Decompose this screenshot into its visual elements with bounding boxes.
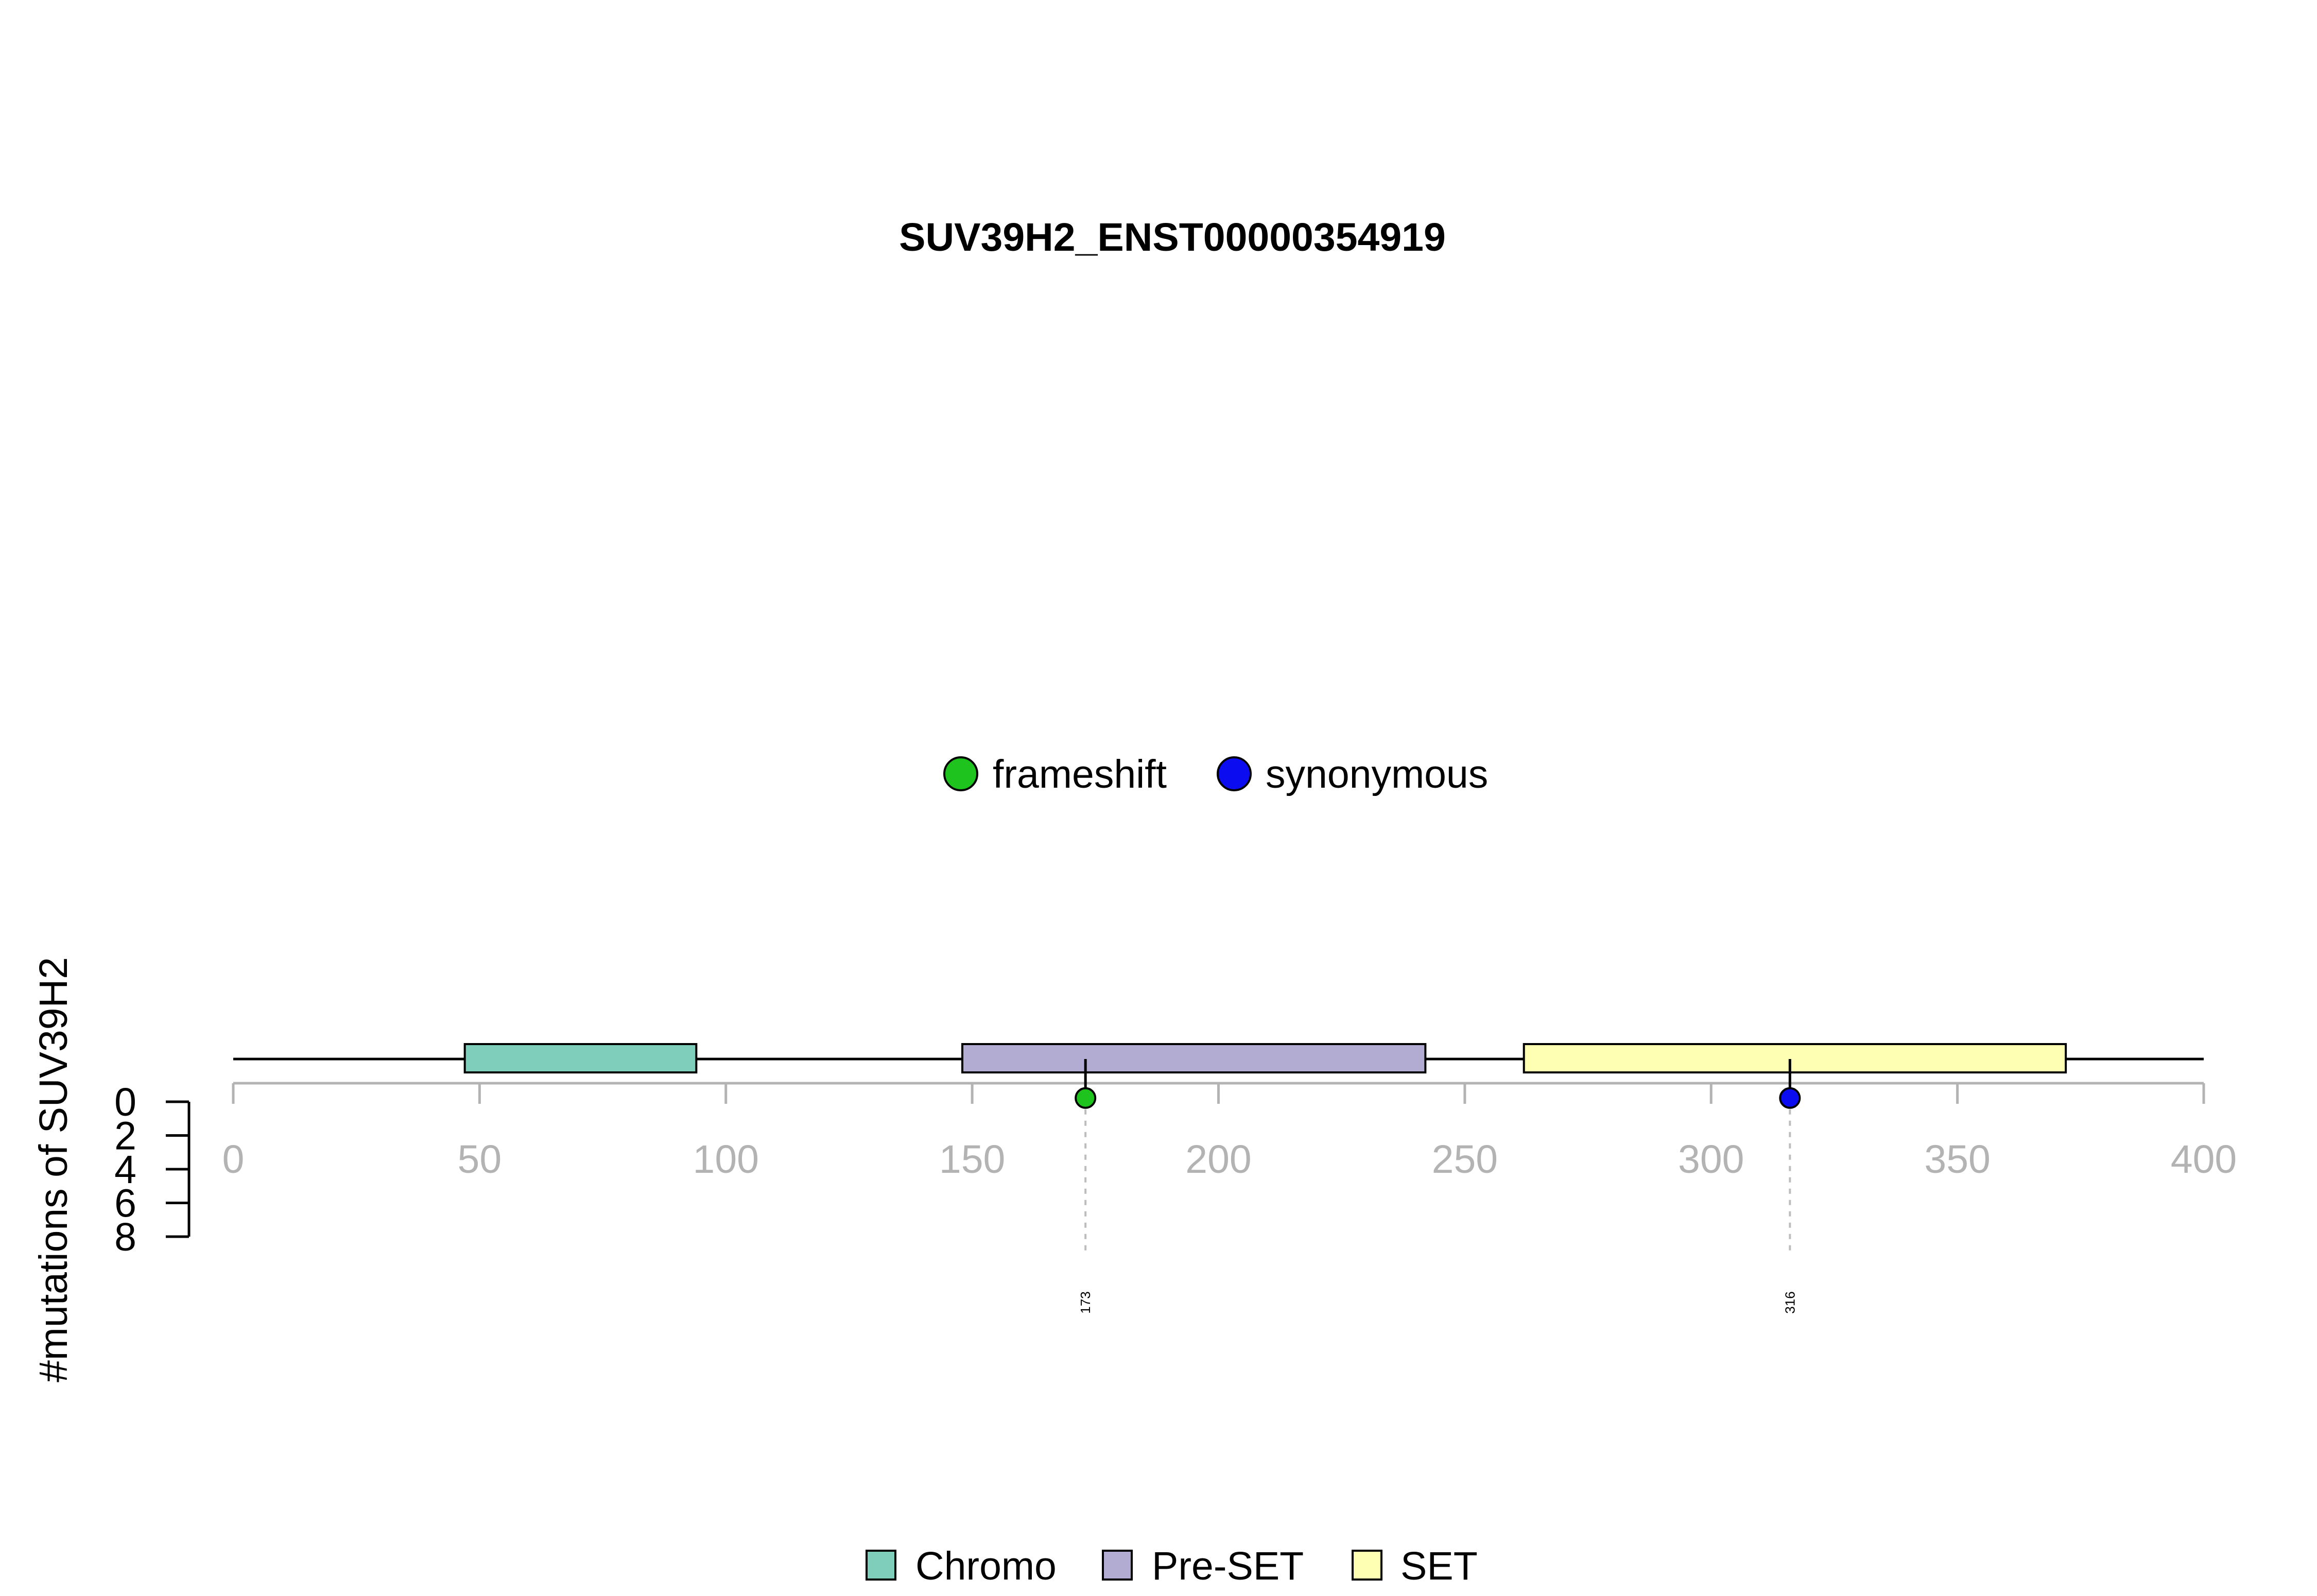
lollipop-head-frameshift [1075, 1087, 1097, 1109]
legend-chromo-label: Chromo [915, 1544, 1057, 1588]
domain-chromo-bar [463, 1043, 698, 1073]
legend-frameshift-label: frameshift [993, 752, 1167, 796]
mutation-lollipops: 173 316 [1075, 1059, 1801, 1314]
legend-set-swatch [1352, 1550, 1382, 1581]
y-tick-label: 6 [114, 1182, 136, 1226]
legend-synonymous-marker [1217, 756, 1252, 791]
x-tick-label: 50 [458, 1137, 502, 1182]
x-tick-label: 0 [222, 1137, 245, 1182]
mutation-type-legend: frameshift synonymous [943, 752, 1488, 796]
y-axis-label: #mutations of SUV39H2 [31, 957, 76, 1382]
mutation-position-label: 316 [1782, 1291, 1797, 1313]
x-tick-label: 100 [693, 1137, 759, 1182]
mutation-position-label: 173 [1078, 1291, 1093, 1313]
y-tick-label: 0 [114, 1080, 136, 1124]
x-tick-label: 400 [2171, 1137, 2237, 1182]
y-tick-label: 8 [114, 1215, 136, 1259]
domain-pre-set-bar [961, 1043, 1427, 1073]
y-tick-label: 2 [114, 1114, 136, 1158]
legend-set-label: SET [1400, 1544, 1478, 1588]
legend-chromo-swatch [866, 1550, 896, 1581]
y-tick-label: 4 [114, 1148, 136, 1192]
domain-set-bar [1523, 1043, 2067, 1073]
x-tick-label: 250 [1432, 1137, 1498, 1182]
protein-domains [463, 1043, 2067, 1073]
lollipop-head-synonymous [1779, 1087, 1801, 1109]
x-tick-label: 300 [1678, 1137, 1744, 1182]
x-tick-label: 150 [939, 1137, 1005, 1182]
domain-legend: Chromo Pre-SET SET [866, 1544, 1478, 1588]
x-tick-label: 200 [1185, 1137, 1251, 1182]
chart-title: SUV39H2_ENST00000354919 [899, 215, 1446, 259]
legend-pre-set-swatch [1102, 1550, 1133, 1581]
legend-frameshift-marker [943, 756, 978, 791]
x-tick-label: 350 [1924, 1137, 1990, 1182]
legend-pre-set-label: Pre-SET [1152, 1544, 1304, 1588]
x-axis: 0 50 100 150 200 250 300 350 400 [222, 1082, 2237, 1182]
legend-synonymous-label: synonymous [1266, 752, 1488, 796]
